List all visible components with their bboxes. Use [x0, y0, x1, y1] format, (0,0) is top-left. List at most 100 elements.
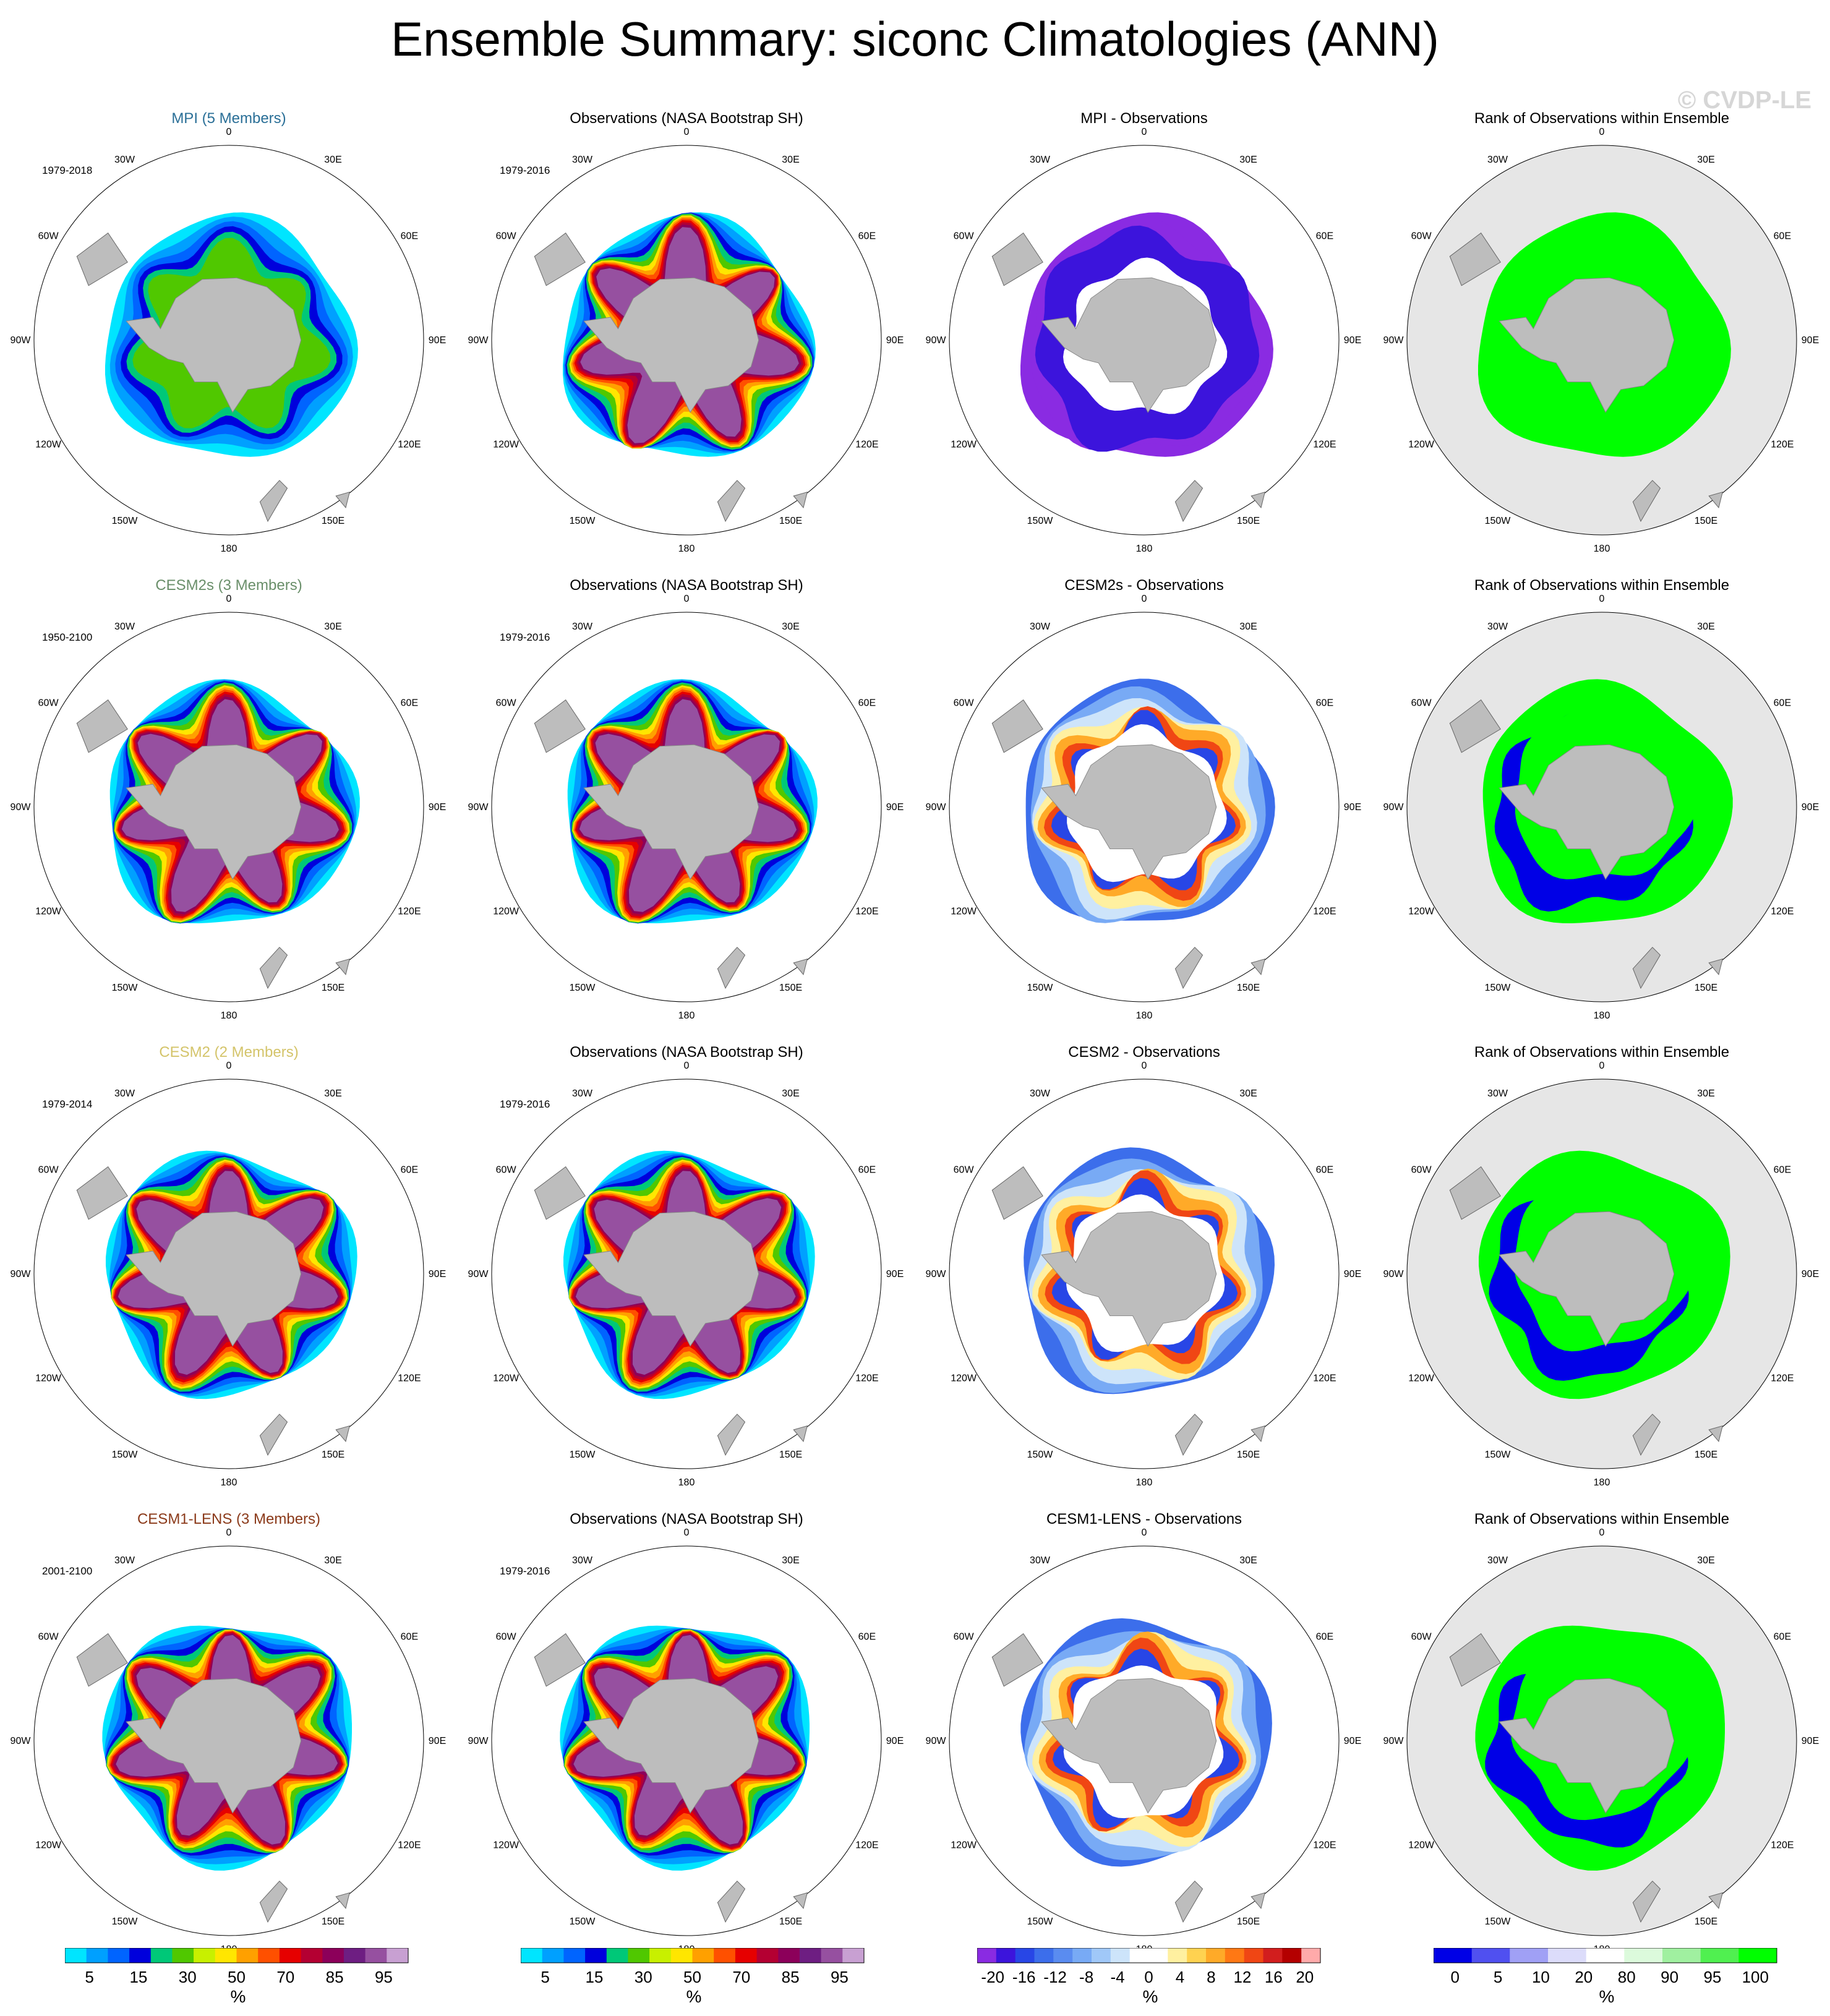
- longitude-label: 150W: [570, 983, 596, 993]
- new-zealand-landmass: [1632, 1881, 1661, 1923]
- map-boundary: [1406, 612, 1797, 1002]
- colorbar-tick-label: 85: [782, 1968, 800, 1986]
- longitude-label: 60E: [1774, 698, 1791, 709]
- longitude-label: 150E: [1695, 1916, 1717, 1927]
- map-panel-model: CESM1-LENS (3 Members) 2001-2100 0 30E 60E 90…: [0, 1493, 458, 1960]
- longitude-label: 30W: [114, 1088, 135, 1099]
- colorbar-tick-label: 20: [1296, 1968, 1314, 1986]
- colorbar-tick-label: 8: [1207, 1968, 1215, 1986]
- antarctica-landmass: [583, 1678, 759, 1814]
- longitude-label: 30W: [114, 621, 135, 632]
- period-label: 1979-2016: [500, 1565, 550, 1577]
- map-panel-rank: Rank of Observations within Ensemble 0 30E…: [1373, 1027, 1830, 1493]
- panel-title: Rank of Observations within Ensemble: [1474, 110, 1730, 127]
- map-panel-obs: Observations (NASA Bootstrap SH) 1979-201…: [458, 93, 915, 560]
- longitude-label: 120W: [951, 907, 977, 917]
- colorbar-tick-label: 4: [1176, 1968, 1184, 1986]
- longitude-label: 60E: [1774, 231, 1791, 242]
- colorbar-swatch: [1187, 1948, 1207, 1963]
- longitude-label: 0: [684, 594, 690, 604]
- longitude-label: 180: [1136, 1477, 1153, 1488]
- tasmania-landmass: [1708, 1892, 1723, 1909]
- longitude-label: 90E: [1344, 335, 1361, 346]
- longitude-label: 0: [1599, 127, 1605, 137]
- antarctica-landmass: [1499, 744, 1675, 880]
- colorbar-tick-label: 5: [1494, 1968, 1502, 1986]
- colorbar-swatch: [194, 1948, 216, 1963]
- period-label: 1979-2016: [500, 1098, 550, 1110]
- longitude-label: 150E: [1237, 983, 1260, 993]
- longitude-label: 150W: [570, 1916, 596, 1927]
- colorbar-tick-label: 0: [1450, 1968, 1459, 1986]
- tasmania-landmass: [335, 1425, 350, 1442]
- longitude-label: 120W: [1408, 907, 1435, 917]
- longitude-label: 60E: [1774, 1632, 1791, 1642]
- colorbar-tick-label: 15: [129, 1968, 147, 1986]
- colorbar-swatch: [670, 1948, 693, 1963]
- colorbar-tick-label: 20: [1575, 1968, 1593, 1986]
- south-america-landmass: [1449, 233, 1501, 286]
- colorbar-swatch: [628, 1948, 650, 1963]
- period-label: 1950-2100: [42, 631, 93, 643]
- map-boundary: [491, 612, 882, 1002]
- longitude-label: 120W: [493, 907, 519, 917]
- antarctica-landmass: [1041, 277, 1217, 413]
- panel-title: CESM1-LENS - Observations: [1046, 1511, 1242, 1527]
- new-zealand-landmass: [717, 480, 746, 523]
- longitude-label: 150E: [1237, 1450, 1260, 1460]
- tasmania-landmass: [793, 1892, 808, 1909]
- map-boundary: [33, 1078, 424, 1469]
- panel-title: CESM2 - Observations: [1068, 1044, 1220, 1061]
- longitude-label: 150W: [112, 983, 139, 993]
- colorbar-swatch: [1263, 1948, 1283, 1963]
- longitude-label: 90E: [886, 1269, 904, 1279]
- longitude-label: 120E: [1313, 1373, 1336, 1384]
- colorbar-swatch: [236, 1948, 259, 1963]
- longitude-label: 120E: [855, 1840, 878, 1851]
- colorbar-frame: [977, 1948, 1321, 1963]
- longitude-label: 30W: [572, 1088, 593, 1099]
- map-panel-model: CESM2s (3 Members) 1950-2100 0 30E 60E 90E 120…: [0, 560, 458, 1027]
- colorbar: 5 15 30 50 70 85 95: [65, 1948, 409, 1986]
- colorbar-swatch: [735, 1948, 758, 1963]
- map-panel-diff: CESM2 - Observations 0 30E 60E 90E 120E 150E 18…: [915, 1027, 1373, 1493]
- colorbar-tick-label: 90: [1661, 1968, 1678, 1986]
- longitude-label: 60E: [1316, 698, 1333, 709]
- longitude-label: 180: [221, 1010, 237, 1021]
- panel-title: MPI - Observations: [1080, 110, 1208, 127]
- longitude-label: 30W: [1030, 1555, 1051, 1566]
- longitude-label: 90E: [1344, 1269, 1361, 1279]
- colorbar-swatch: [756, 1948, 779, 1963]
- colorbar-swatch: [1700, 1948, 1739, 1963]
- longitude-label: 90W: [1383, 1736, 1405, 1746]
- colorbar-swatch: [1624, 1948, 1663, 1963]
- longitude-label: 0: [1599, 1527, 1605, 1538]
- map-panel-diff: CESM2s - Observations 0 30E 60E 90E 120E 150E 1…: [915, 560, 1373, 1027]
- longitude-label: 30E: [1697, 1088, 1714, 1099]
- longitude-label: 120E: [855, 440, 878, 450]
- longitude-label: 120E: [398, 1840, 421, 1851]
- colorbar-swatch: [1586, 1948, 1625, 1963]
- south-america-landmass: [76, 1166, 128, 1220]
- colorbar-swatch: [1244, 1948, 1263, 1963]
- new-zealand-landmass: [259, 480, 288, 523]
- longitude-label: 120W: [35, 1373, 62, 1384]
- tasmania-landmass: [335, 1892, 350, 1909]
- antarctica-landmass: [1041, 744, 1217, 880]
- new-zealand-landmass: [259, 1881, 288, 1923]
- longitude-label: 60W: [496, 698, 517, 709]
- map-panel-obs: Observations (NASA Bootstrap SH) 1979-201…: [458, 1027, 915, 1493]
- longitude-label: 180: [678, 1010, 695, 1021]
- longitude-label: 120E: [855, 907, 878, 917]
- colorbar-swatch: [1434, 1948, 1473, 1963]
- new-zealand-landmass: [717, 1881, 746, 1923]
- map-panel-rank: Rank of Observations within Ensemble 0 30E…: [1373, 560, 1830, 1027]
- longitude-label: 150W: [1027, 516, 1054, 526]
